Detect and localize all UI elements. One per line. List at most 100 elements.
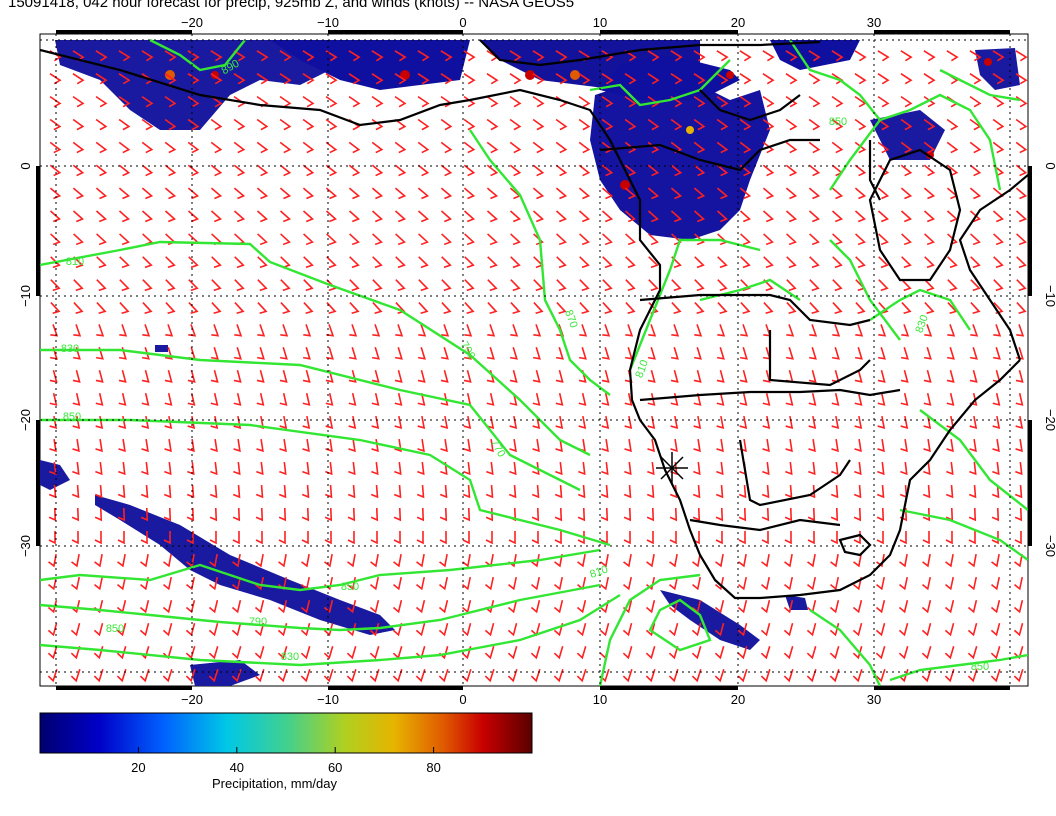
wind-barb [441, 302, 452, 315]
wind-barb [877, 369, 886, 383]
wind-barb [509, 95, 522, 108]
wind-barb [439, 576, 449, 591]
wind-barb [829, 669, 840, 683]
wind-barb [394, 415, 403, 430]
wind-barb [326, 233, 337, 246]
wind-barb [507, 622, 518, 637]
wind-barb [532, 118, 545, 131]
wind-barb [969, 164, 982, 177]
wind-barb [760, 669, 771, 683]
wind-barb [417, 95, 430, 108]
wind-barb [510, 324, 519, 337]
wind-barb [441, 279, 452, 292]
wind-barb [808, 210, 820, 223]
wind-barb [162, 622, 173, 637]
wind-barb [1015, 50, 1028, 62]
wind-barb [668, 646, 679, 660]
wind-barb [694, 233, 705, 246]
wind-barb [461, 622, 472, 637]
wind-barb [669, 576, 679, 591]
lat-label-right: 0 [1043, 162, 1056, 169]
wind-barb [716, 187, 729, 200]
wind-barb [784, 484, 793, 499]
wind-barb [923, 369, 932, 383]
wind-barb [831, 141, 844, 154]
wind-barb [554, 530, 562, 545]
wind-barb [944, 599, 955, 614]
height-contours [40, 38, 1028, 686]
wind-barb [967, 599, 978, 614]
wind-barb [945, 530, 953, 545]
wind-barb [602, 233, 613, 246]
wind-barb [440, 141, 453, 154]
wind-barb [208, 646, 219, 660]
wind-barb [831, 438, 839, 453]
wind-barb [647, 50, 660, 62]
wind-barb [601, 95, 614, 108]
wind-barb [118, 50, 131, 62]
wind-barb [991, 507, 1000, 522]
wind-barb [233, 187, 246, 200]
wind-barb [990, 599, 1001, 614]
wind-barb [324, 507, 333, 522]
wind-barb [739, 369, 748, 383]
wind-barb [325, 187, 338, 200]
wind-barb [417, 164, 430, 177]
wind-barb [808, 50, 821, 62]
wind-barb [668, 622, 679, 637]
wind-barb [716, 50, 729, 62]
wind-barb [692, 484, 701, 499]
wind-barb [853, 576, 863, 591]
wind-barb [1015, 73, 1028, 85]
wind-barb [531, 530, 539, 545]
wind-barb [72, 369, 81, 383]
wind-barb [439, 553, 448, 568]
wind-barb [854, 461, 862, 476]
wind-barb [279, 141, 292, 154]
wind-barb [601, 438, 609, 453]
wind-barb [762, 141, 775, 154]
wind-barb [163, 530, 171, 545]
wind-barb [855, 324, 864, 337]
wind-barb [508, 576, 518, 591]
wind-barb [187, 210, 199, 223]
wind-barb [348, 392, 357, 406]
wind-barb [209, 553, 218, 568]
wind-barb [187, 95, 200, 108]
wind-barb [233, 118, 246, 131]
wind-barb [875, 599, 886, 614]
wind-barb [486, 164, 499, 177]
wind-barb [714, 599, 725, 614]
wind-barb [554, 553, 563, 568]
wind-barb [875, 669, 886, 683]
wind-barb [165, 324, 174, 337]
wind-barb [854, 438, 862, 453]
wind-barb [578, 187, 591, 200]
wind-barb [49, 118, 62, 131]
wind-barb [72, 210, 84, 223]
wind-barb [231, 599, 242, 614]
wind-barb [576, 646, 587, 660]
wind-barb [990, 646, 1001, 660]
wind-barb [257, 347, 265, 360]
wind-barb [277, 599, 288, 614]
wind-barb [1014, 530, 1022, 545]
lat-label-left: −30 [18, 535, 33, 557]
wind-barb [95, 187, 108, 200]
wind-barb [349, 324, 358, 337]
wind-barb [807, 576, 817, 591]
wind-barb [625, 302, 636, 315]
colorbar-tick-label: 20 [131, 760, 145, 775]
wind-barb [369, 599, 380, 614]
wind-barb [256, 118, 269, 131]
wind-barb [786, 302, 797, 315]
wind-barb [440, 164, 453, 177]
wind-barb [233, 210, 245, 223]
wind-barb [556, 256, 567, 269]
wind-barb [923, 141, 936, 154]
wind-barb [760, 622, 771, 637]
wind-barb [50, 256, 61, 269]
wind-barb [555, 50, 568, 62]
wind-barb [95, 141, 108, 154]
wind-barb [645, 669, 656, 683]
